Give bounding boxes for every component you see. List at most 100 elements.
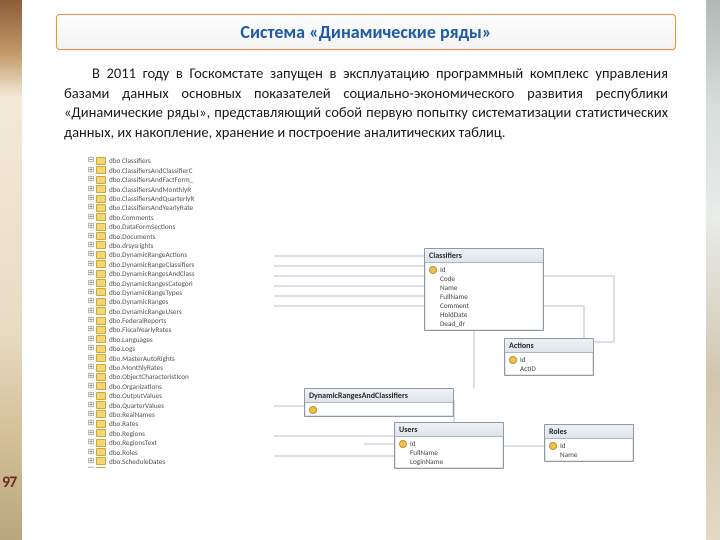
page-title: Система «Динамические ряды» xyxy=(240,21,491,43)
db-field-row: LoginName xyxy=(399,457,499,466)
table-icon xyxy=(96,439,106,447)
tree-item: ⊞dbo.Documents xyxy=(86,231,261,240)
table-icon xyxy=(96,448,106,456)
tree-item: ⊞dbo.DynamicRangeActions xyxy=(86,250,261,259)
tree-item-label: dbo.DynamicRanges xyxy=(109,297,168,306)
db-field-row xyxy=(309,405,449,414)
tree-expand-icon: ⊞ xyxy=(86,269,96,278)
tree-item-label: dbo.RealNames xyxy=(109,410,155,419)
tree-item-label: dbo.OutputValues xyxy=(109,391,162,400)
db-field-name: Id xyxy=(560,441,566,450)
tree-item-label: dbo.Comments xyxy=(109,213,154,222)
tree-item-label: dbo.FiscalYearlyRates xyxy=(109,325,171,334)
table-icon xyxy=(96,166,106,174)
db-table-header: Actions xyxy=(505,339,593,353)
table-icon xyxy=(96,260,106,268)
db-field-row: Id xyxy=(399,439,499,448)
db-field-name: ActID xyxy=(520,364,536,373)
tree-item: ⊞ dbo.Units xyxy=(86,466,261,468)
tree-item: ⊞ dbo.DynamicRanges xyxy=(86,297,261,306)
slide-body: Система «Динамические ряды» В 2011 году … xyxy=(26,0,706,540)
field-icon xyxy=(429,320,437,328)
tree-item: ⊞dbo.QuarterValues xyxy=(86,400,261,409)
table-icon xyxy=(96,364,106,372)
field-icon xyxy=(429,275,437,283)
db-table-body: IdCodeNameFullNameCommentHoldDateDead_dr xyxy=(425,263,543,330)
table-icon xyxy=(96,232,106,240)
tree-item: ⊞dbo.drsysrights xyxy=(86,241,261,250)
table-icon xyxy=(96,335,106,343)
db-table-header: Users xyxy=(395,423,503,437)
tree-item-label: dbo.FederalReports xyxy=(109,316,166,325)
db-table-body: IdName xyxy=(545,439,633,461)
db-table-header: Roles xyxy=(545,425,633,439)
tree-item-label: dbo.DynamicRangeTypes xyxy=(109,288,182,297)
left-photo-strip: 97 xyxy=(0,0,22,540)
field-icon xyxy=(429,302,437,310)
tree-expand-icon: ⊞ xyxy=(86,391,96,400)
db-field-row: ActID xyxy=(509,364,589,373)
tree-item: ⊞dbo.Logs xyxy=(86,344,261,353)
table-icon xyxy=(96,457,106,465)
tree-expand-icon: ⊞ xyxy=(86,297,96,306)
field-icon xyxy=(429,284,437,292)
tree-item: ⊞dbo.FederalReports xyxy=(86,316,261,325)
db-diagram: ⊟ dbo Classifiers ⊞dbo.ClassifiersAndCla… xyxy=(86,156,646,468)
db-field-name: Id xyxy=(520,355,526,364)
db-field-row: Id xyxy=(549,441,629,450)
tree-expand-icon: ⊞ xyxy=(86,250,96,259)
primary-key-icon xyxy=(429,266,437,274)
db-field-name: Name xyxy=(560,450,577,459)
tree-item-label: dbo.drsysrights xyxy=(109,241,153,250)
field-icon xyxy=(399,449,407,457)
db-field-name: FullName xyxy=(440,292,468,301)
db-field-row: Comment xyxy=(429,301,539,310)
db-field-name: Id xyxy=(410,439,416,448)
tree-item: ⊞ dbo.OutputValues xyxy=(86,391,261,400)
table-icon xyxy=(96,429,106,437)
tree-item: ⊞dbo.ClassifiersAndClassifierC xyxy=(86,166,261,175)
tree-item: ⊞dbo.Comments xyxy=(86,213,261,222)
folder-icon xyxy=(96,157,106,165)
db-table-body: IdActID xyxy=(505,353,593,375)
tree-item-label: dbo.Logs xyxy=(109,344,135,353)
table-icon xyxy=(96,279,106,287)
db-table-header: DynamicRangesAndClassifiers xyxy=(305,389,453,403)
tree-item-label: dbo.DataFormSections xyxy=(109,222,175,231)
main-paragraph: В 2011 году в Госкомстате запущен в эксп… xyxy=(64,64,668,142)
table-icon xyxy=(96,270,106,278)
primary-key-icon xyxy=(309,406,317,414)
db-field-row: Name xyxy=(429,283,539,292)
tree-item: ⊞dbo.Languages xyxy=(86,335,261,344)
table-icon xyxy=(96,176,106,184)
tree-item: ⊞dbo.DataFormSections xyxy=(86,222,261,231)
db-table-box: RolesIdName xyxy=(544,424,634,462)
tree-item: ⊞dbo.RegionsText xyxy=(86,438,261,447)
primary-key-icon xyxy=(549,442,557,450)
tree-item: ⊞dbo.DynamicRangeClassifiers xyxy=(86,260,261,269)
table-icon xyxy=(96,195,106,203)
tree-item: ⊞ dbo.ScheduleDates xyxy=(86,457,261,466)
db-table-box: ActionsIdActID xyxy=(504,338,594,376)
tree-item-label: dbo.Units xyxy=(109,466,137,468)
table-icon xyxy=(96,317,106,325)
diagram-canvas: ClassifiersIdCodeNameFullNameCommentHold… xyxy=(274,156,646,468)
tree-item-label: dbo.DynamicRangesCategori xyxy=(109,279,193,288)
tree-item: ⊞dbo.Rates xyxy=(86,419,261,428)
tree-item: ⊞dbo.ClassifiersAndMonthlyR xyxy=(86,184,261,193)
table-icon xyxy=(96,307,106,315)
tree-item-label: dbo.ClassifiersAndYearlyRate xyxy=(109,203,193,212)
tree-item: ⊞dbo.RealNames xyxy=(86,410,261,419)
tree-item-label: dbo.ScheduleDates xyxy=(109,457,165,466)
tree-item-label: dbo.DynamicRangeClassifiers xyxy=(109,260,194,269)
tree-item-label: dbo.Languages xyxy=(109,335,153,344)
table-icon xyxy=(96,213,106,221)
db-table-box: UsersIdFullNameLoginName xyxy=(394,422,504,469)
field-icon xyxy=(549,451,557,459)
db-table-body: IdFullNameLoginName xyxy=(395,437,503,468)
tree-expand-icon: ⊞ xyxy=(86,466,96,468)
tree-item-label: dbo.ObjectCharacteristIcon xyxy=(109,372,189,381)
tree-item: ⊞dbo.ClassifiersAndYearlyRate xyxy=(86,203,261,212)
db-field-name: LoginName xyxy=(410,457,443,466)
tree-expand-icon: ⊞ xyxy=(86,438,96,447)
